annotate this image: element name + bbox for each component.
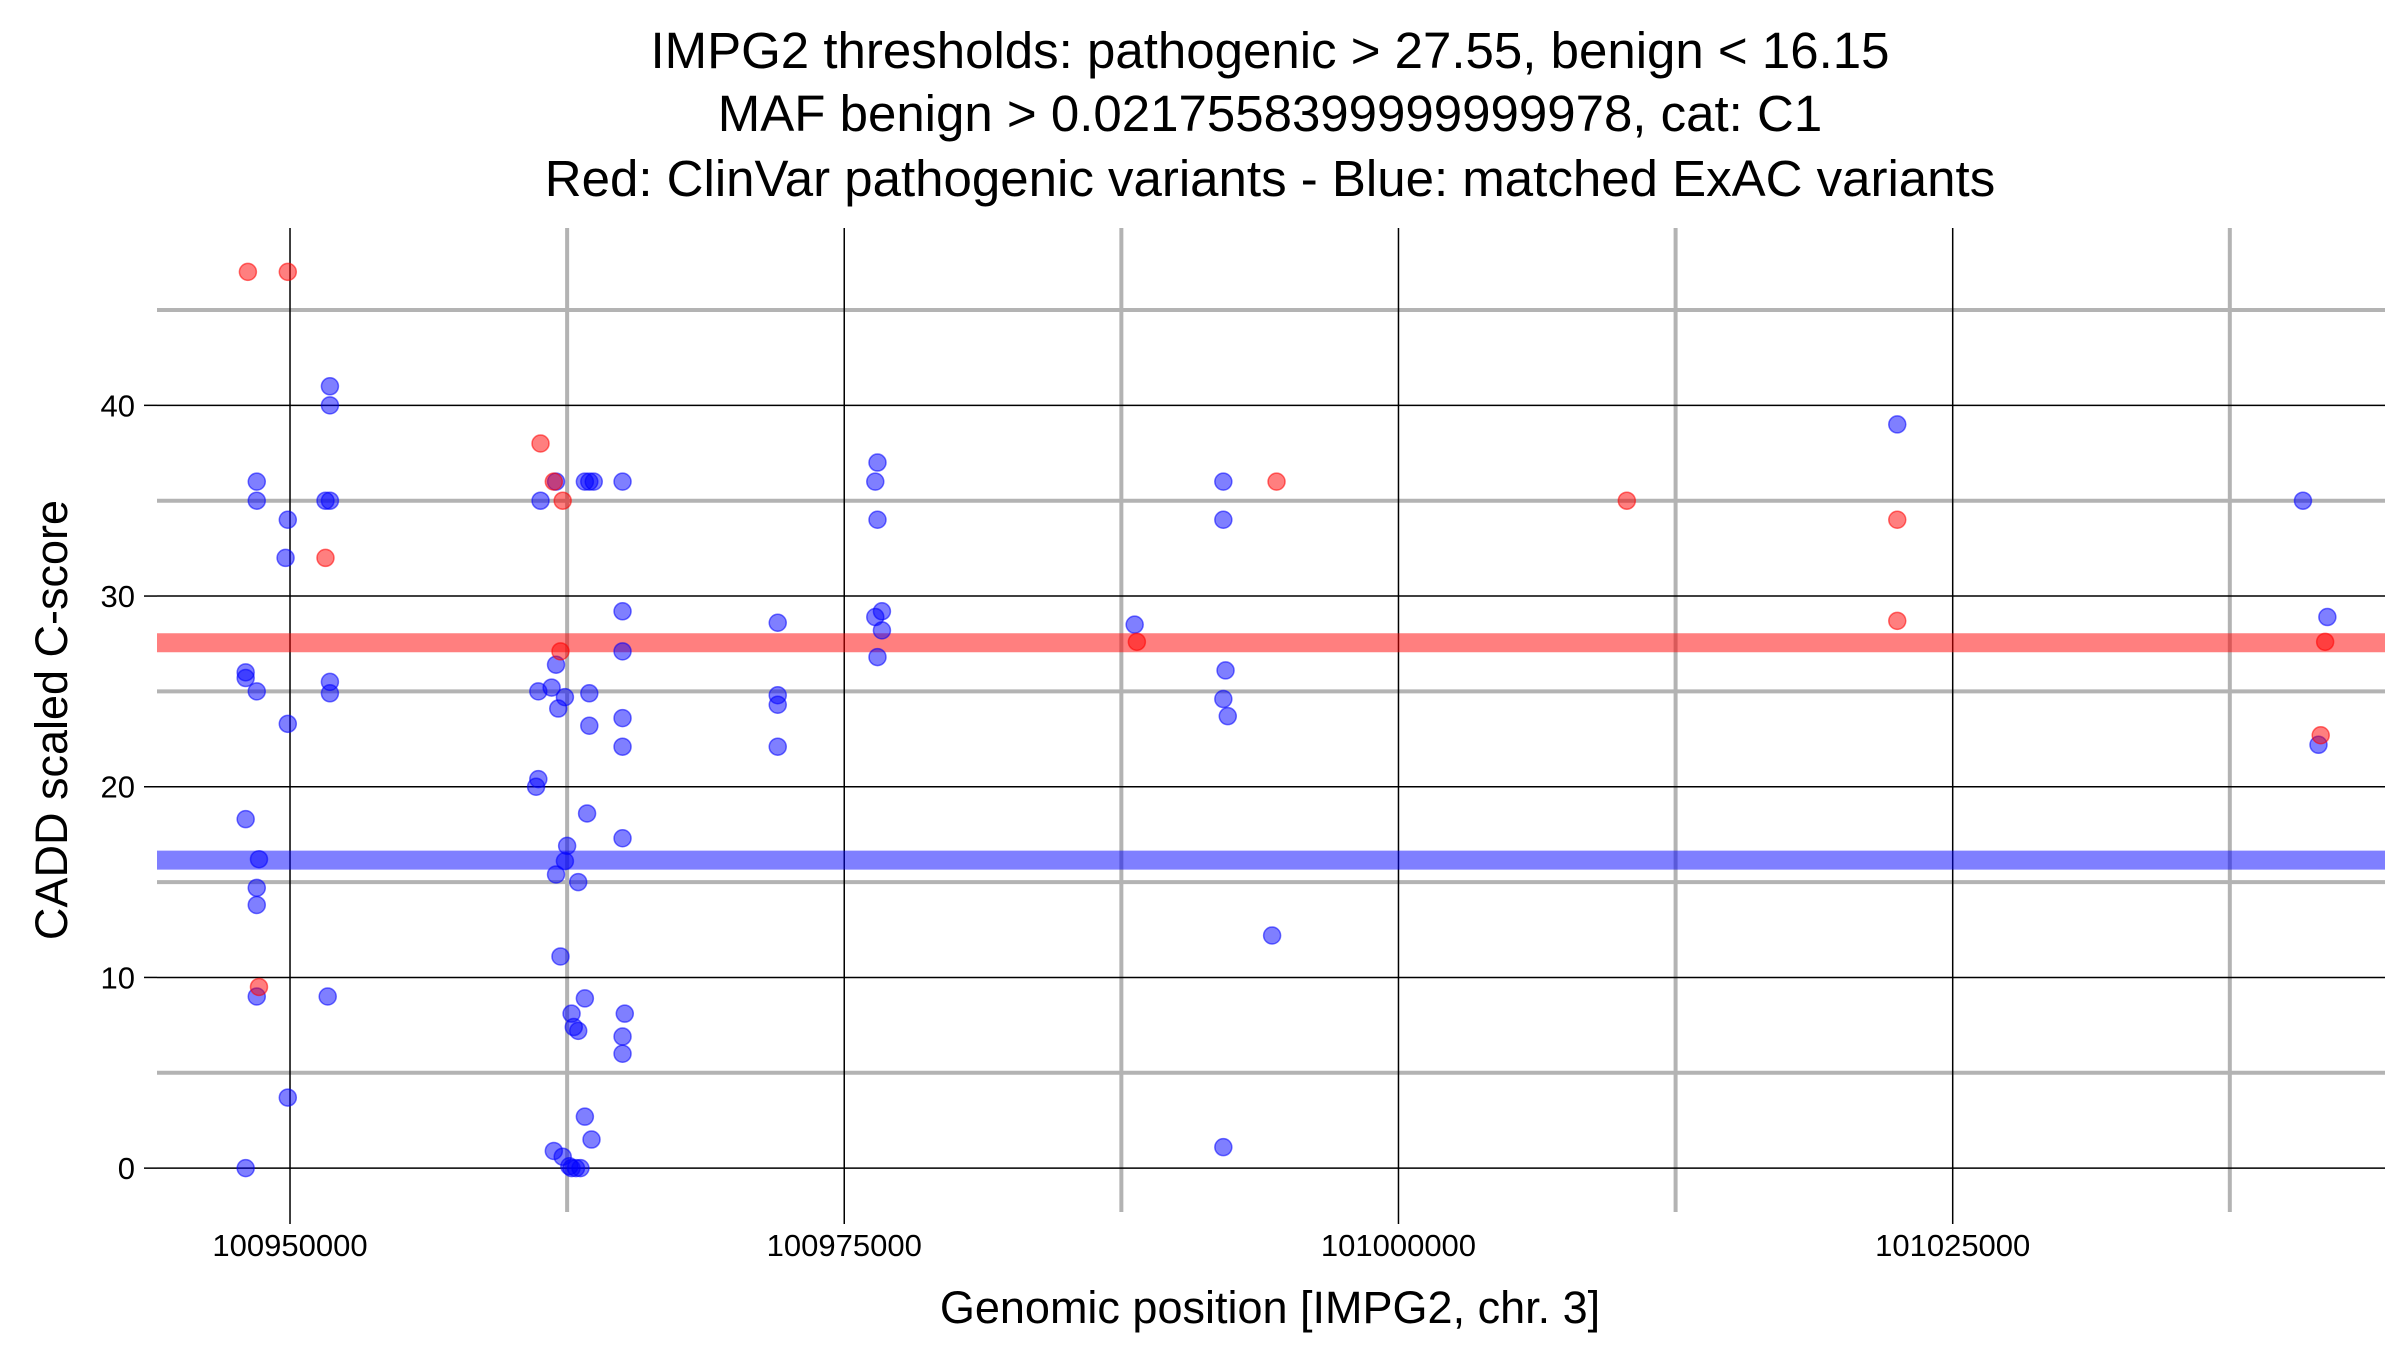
y-tick-label: 10: [101, 960, 135, 995]
exac-variant-point: [236, 809, 255, 829]
pathogenic-variant-point: [531, 434, 550, 453]
y-tick-label: 20: [101, 770, 135, 805]
exac-variant-point: [568, 872, 588, 892]
x-tick-label: 101000000: [1321, 1228, 1476, 1263]
x-axis-ticks: 100950000 100975000 101000000 101025000: [212, 1212, 2030, 1263]
exac-variant-point: [555, 851, 575, 871]
exac-variant-point: [557, 836, 577, 856]
exac-variant-point: [582, 1130, 601, 1149]
exac-variant-point: [247, 878, 267, 898]
pathogenic-variant-point: [316, 548, 335, 568]
exac-variant-point: [1218, 706, 1238, 726]
exac-variant-point: [318, 987, 337, 1006]
pathogenic-variant-point: [1267, 472, 1286, 491]
y-axis-label: CADD scaled C-score: [26, 500, 77, 940]
exac-variant-point: [868, 647, 887, 667]
threshold-layer: [157, 633, 2385, 870]
pathogenic-variant-point: [551, 642, 570, 661]
exac-variant-point: [1262, 926, 1282, 945]
exac-variant-point: [546, 865, 566, 884]
exac-variant-point: [320, 684, 340, 703]
x-axis-label: Genomic position [IMPG2, chr. 3]: [940, 1282, 1600, 1333]
exac-variant-point: [278, 714, 298, 734]
exac-variant-point: [768, 613, 787, 632]
exac-variant-point: [247, 682, 267, 701]
exac-variant-point: [2293, 491, 2313, 510]
pathogenic-variant-point: [2315, 632, 2335, 652]
exac-variant-point: [1214, 1137, 1233, 1157]
pathogenic-variant-point: [2311, 726, 2330, 745]
pathogenic-variant-point: [1888, 611, 1907, 631]
exac-variant-point: [613, 1044, 632, 1063]
exac-variant-point: [613, 737, 632, 756]
exac-variant-point: [1214, 689, 1233, 709]
exac-variant-point: [531, 491, 550, 510]
y-axis-ticks: 0 10 20 30 40: [101, 388, 157, 1186]
exac-variant-point: [1214, 510, 1233, 530]
exac-variant-point: [249, 849, 269, 869]
pathogenic-variant-point: [553, 491, 572, 510]
exac-variant-point: [584, 472, 603, 491]
pathogenic-variant-point: [1617, 491, 1637, 510]
pathogenic-variant-point: [544, 472, 564, 491]
exac-variant-point: [247, 895, 267, 915]
x-tick-label: 100975000: [767, 1228, 922, 1263]
exac-variant-point: [613, 642, 632, 661]
exac-variant-point: [568, 1021, 588, 1041]
pathogenic-variant-point: [238, 262, 258, 282]
chart-title-line-2: MAF benign > 0.0217558399999999978, cat:…: [718, 85, 1822, 142]
exac-variant-point: [768, 695, 787, 714]
exac-variant-point: [1216, 661, 1235, 680]
exac-variant-point: [580, 716, 599, 735]
exac-variant-point: [278, 510, 298, 530]
exac-variant-point: [562, 1158, 581, 1178]
exac-variant-point: [320, 491, 340, 510]
x-tick-label: 101025000: [1875, 1228, 2030, 1263]
pathogenic-variant-point: [1127, 632, 1147, 652]
exac-variant-point: [1214, 472, 1233, 491]
exac-variant-point: [768, 737, 787, 756]
x-tick-label: 100950000: [212, 1228, 367, 1263]
exac-variant-point: [613, 708, 632, 728]
exac-variant-point: [236, 668, 255, 688]
exac-variant-point: [549, 699, 568, 718]
pathogenic-variant-point: [1888, 510, 1907, 530]
exac-variant-point: [236, 1158, 255, 1178]
exac-variant-point: [247, 472, 267, 491]
chart-title-line-3: Red: ClinVar pathogenic variants - Blue:…: [545, 150, 1995, 207]
grid-layer: [157, 228, 2385, 1212]
exac-variant-point: [575, 989, 595, 1008]
y-tick-label: 0: [118, 1151, 135, 1186]
points-layer: [236, 262, 2337, 1178]
exac-variant-point: [551, 947, 570, 966]
exac-variant-point: [613, 1027, 632, 1046]
exac-variant-point: [247, 491, 267, 510]
exac-variant-point: [276, 548, 295, 568]
exac-variant-point: [615, 1004, 635, 1023]
exac-variant-point: [866, 472, 885, 491]
exac-variant-point: [868, 453, 887, 472]
exac-variant-point: [575, 1107, 595, 1126]
exac-variant-point: [1125, 615, 1144, 634]
exac-variant-point: [278, 1088, 298, 1107]
exac-variant-point: [542, 678, 561, 697]
exac-variant-point: [613, 602, 632, 621]
y-tick-label: 40: [101, 388, 135, 423]
exac-variant-point: [2318, 607, 2337, 627]
exac-variant-point: [872, 621, 892, 640]
exac-variant-point: [1888, 415, 1907, 434]
chart-title-line-1: IMPG2 thresholds: pathogenic > 27.55, be…: [650, 22, 1889, 79]
pathogenic-variant-point: [249, 977, 269, 997]
exac-variant-point: [526, 777, 546, 796]
exac-variant-point: [613, 472, 632, 491]
exac-variant-point: [320, 377, 340, 396]
y-tick-label: 30: [101, 579, 135, 614]
exac-variant-point: [577, 804, 597, 823]
pathogenic-variant-point: [278, 262, 298, 282]
exac-variant-point: [320, 396, 340, 415]
exac-variant-point: [580, 684, 599, 703]
exac-variant-point: [868, 510, 887, 530]
exac-variant-point: [613, 828, 632, 848]
